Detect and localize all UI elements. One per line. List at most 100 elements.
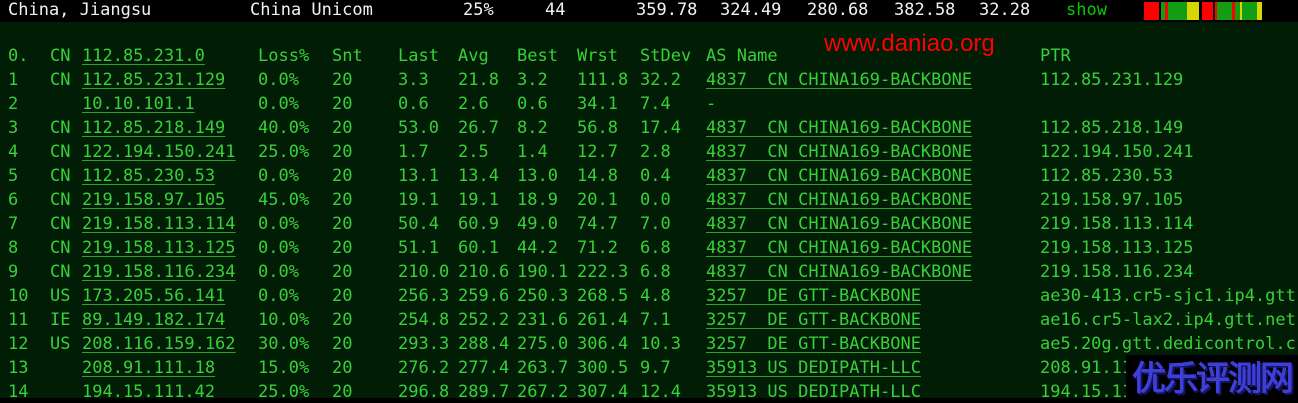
as-name-link[interactable]: 4837 CN CHINA169-BACKBONE [706,166,973,186]
ping-history-segment-green [1235,2,1240,20]
header-best-ms: Best [517,46,558,66]
ptr-value: 122.194.150.241 [1040,142,1194,162]
ptr-value: 219.158.97.105 [1040,190,1184,210]
wrst-ms: 12.7 [577,142,618,162]
avg-ms: 21.8 [458,70,499,90]
ping-history-segment-red [1165,2,1168,20]
as-name-link: - [706,94,717,114]
last-ms: 296.8 [398,382,450,402]
summary-isp: China Unicom [250,0,373,20]
as-name-link[interactable]: 4837 CN CHINA169-BACKBONE [706,262,973,282]
summary-location: China, Jiangsu [8,0,152,20]
stdev-ms: 2.8 [640,142,671,162]
as-name-link[interactable]: 4837 CN CHINA169-BACKBONE [706,214,973,234]
as-name-link[interactable]: 4837 CN CHINA169-BACKBONE [706,142,973,162]
best-ms: 44.2 [517,238,558,258]
hop-ip-link[interactable]: 112.85.231.129 [82,70,226,90]
as-name-link[interactable]: 3257 DE GTT-BACKBONE [706,310,921,330]
hop-ip-link[interactable]: 208.91.111.18 [82,358,216,378]
last-ms: 276.2 [398,358,450,378]
hop-ip-link[interactable]: 89.149.182.174 [82,310,226,330]
bottom-strip [0,398,1298,403]
hop-number: 8 [8,238,19,258]
sent-count: 20 [332,166,353,186]
show-link[interactable]: show [1066,0,1107,20]
header-loss-percent: Loss% [258,46,310,66]
country-code: CN [50,262,71,282]
last-ms: 293.3 [398,334,450,354]
hop-ip-link[interactable]: 194.15.111.42 [82,382,216,402]
ping-history-segment-gap [1213,2,1215,20]
hop-number: 13 [8,358,29,378]
table-row: 11 IE 89.149.182.174 10.0% 20 254.8 252.2 231.6… [0,308,1298,332]
loss-percent: 40.0% [258,118,310,138]
as-name-link[interactable]: 4837 CN CHINA169-BACKBONE [706,238,973,258]
country-code: CN [50,190,71,210]
hop-ip-link[interactable]: 10.10.101.1 [82,94,195,114]
header-ptr-value: PTR [1040,46,1071,66]
summary-loss: 25% [463,0,494,20]
avg-ms: 277.4 [458,358,510,378]
summary-avg: 324.49 [720,0,782,20]
as-name-link[interactable]: 3257 DE GTT-BACKBONE [706,286,921,306]
stdev-ms: 32.2 [640,70,681,90]
as-name-link[interactable]: 3257 DE GTT-BACKBONE [706,334,921,354]
loss-percent: 0.0% [258,238,299,258]
avg-ms: 60.9 [458,214,499,234]
table-row: 3 CN 112.85.218.149 40.0% 20 53.0 26.7 8.2 56.8 1… [0,116,1298,140]
hop-ip-link[interactable]: 112.85.230.53 [82,166,216,186]
sent-count: 20 [332,70,353,90]
last-ms: 254.8 [398,310,450,330]
ptr-value: 219.158.116.234 [1040,262,1194,282]
header-hop-ip-link[interactable]: 112.85.231.0 [82,46,205,66]
header-country-code: CN [50,46,71,66]
as-name-link[interactable]: 4837 CN CHINA169-BACKBONE [706,70,973,90]
ping-history-segment-yellow [1187,2,1199,20]
sent-count: 20 [332,142,353,162]
hop-number: 6 [8,190,19,210]
wrst-ms: 74.7 [577,214,618,234]
hop-number: 1 [8,70,19,90]
ptr-value: 219.158.113.114 [1040,214,1194,234]
loss-percent: 45.0% [258,190,310,210]
avg-ms: 13.4 [458,166,499,186]
ptr-value: 208.91.11 [1040,358,1133,378]
summary-stdev: 32.28 [979,0,1031,20]
hop-ip-link[interactable]: 122.194.150.241 [82,142,236,162]
table-row: 13 208.91.111.18 15.0% 20 276.2 277.4 263.7 300… [0,356,1298,380]
avg-ms: 288.4 [458,334,510,354]
as-name-link[interactable]: 4837 CN CHINA169-BACKBONE [706,190,973,210]
wrst-ms: 20.1 [577,190,618,210]
loss-percent: 0.0% [258,94,299,114]
hop-ip-link[interactable]: 208.116.159.162 [82,334,236,354]
hop-number: 5 [8,166,19,186]
country-code: CN [50,118,71,138]
loss-percent: 0.0% [258,262,299,282]
as-name-link[interactable]: 35913 US DEDIPATH-LLC [706,382,921,402]
hop-ip-link[interactable]: 219.158.113.125 [82,238,236,258]
best-ms: 8.2 [517,118,548,138]
hop-ip-link[interactable]: 112.85.218.149 [82,118,226,138]
header-as-name-link: AS Name [706,46,778,66]
table-row: 5 CN 112.85.230.53 0.0% 20 13.1 13.4 13.0 14.8 0.… [0,164,1298,188]
avg-ms: 259.6 [458,286,510,306]
hop-ip-link[interactable]: 173.205.56.141 [82,286,226,306]
hop-number: 9 [8,262,19,282]
table-row: 8 CN 219.158.113.125 0.0% 20 51.1 60.1 44.2 71.2… [0,236,1298,260]
table-row: 14 194.15.111.42 25.0% 20 296.8 289.7 267.2 307… [0,380,1298,403]
hop-ip-link[interactable]: 219.158.116.234 [82,262,236,282]
hop-ip-link[interactable]: 219.158.113.114 [82,214,236,234]
best-ms: 267.2 [517,382,569,402]
stdev-ms: 0.0 [640,190,671,210]
table-row: 4 CN 122.194.150.241 25.0% 20 1.7 2.5 1.4 12.7 2.… [0,140,1298,164]
as-name-link[interactable]: 35913 US DEDIPATH-LLC [706,358,921,378]
table-row: 1 CN 112.85.231.129 0.0% 20 3.3 21.8 3.2 111.8 32… [0,68,1298,92]
stdev-ms: 12.4 [640,382,681,402]
wrst-ms: 300.5 [577,358,629,378]
as-name-link[interactable]: 4837 CN CHINA169-BACKBONE [706,118,973,138]
country-code: CN [50,166,71,186]
hop-ip-link[interactable]: 219.158.97.105 [82,190,226,210]
ping-history-segment-green [1217,2,1232,20]
last-ms: 51.1 [398,238,439,258]
header-avg-ms: Avg [458,46,489,66]
